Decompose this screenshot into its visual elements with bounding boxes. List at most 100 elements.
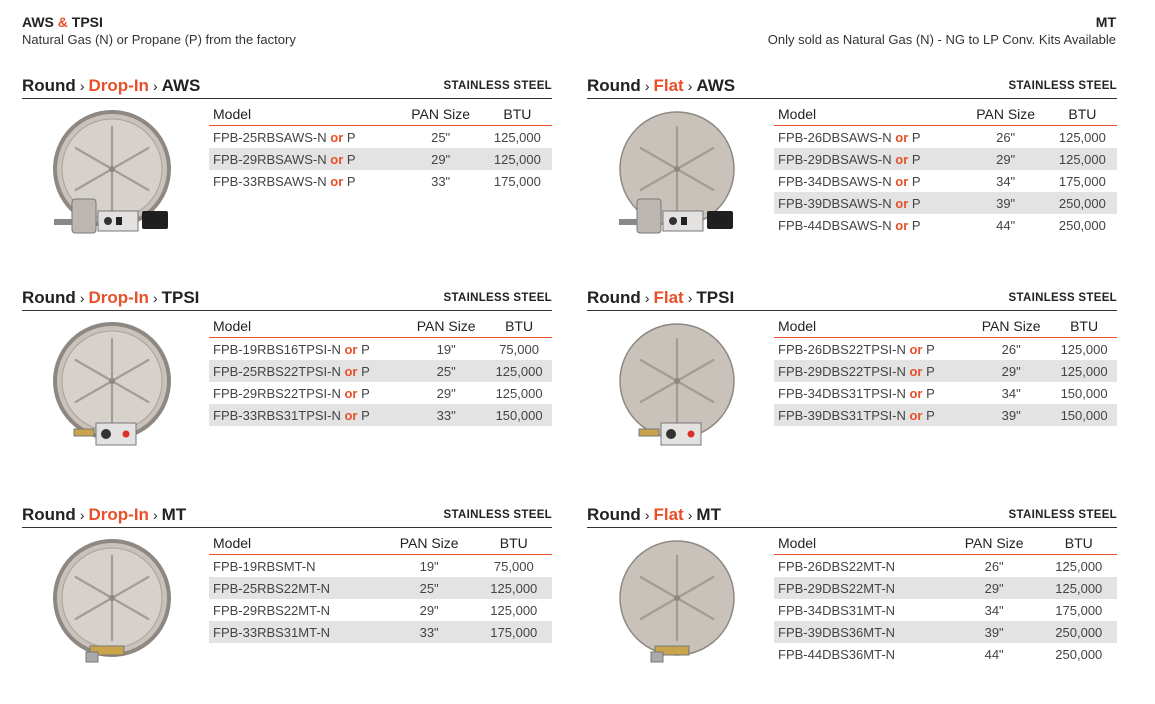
spec-table: Model PAN Size BTU FPB-19RBS16TPSI-N or P 19… <box>209 315 552 426</box>
section-shape: Round <box>587 505 641 524</box>
model-number: FPB-19RBSMT-N <box>213 558 316 574</box>
btu-cell: 125,000 <box>1040 577 1117 599</box>
table-row: FPB-29DBS22TPSI-N or P 29" 125,000 <box>774 360 1117 382</box>
section-ignition: AWS <box>696 76 736 95</box>
spec-table: Model PAN Size BTU FPB-26DBSAWS-N or P 26" 12… <box>774 103 1117 236</box>
header-right: MT Only sold as Natural Gas (N) - NG to … <box>768 13 1116 49</box>
section-rule <box>587 310 1117 311</box>
burner-image <box>615 107 749 241</box>
spec-table-body: FPB-26DBS22MT-N 26" 125,000 FPB-29DBS22MT-N… <box>774 555 1117 666</box>
table-row: FPB-34DBSAWS-N or P 34" 175,000 <box>774 170 1117 192</box>
model-number: FPB-33RBS31MT-N <box>213 624 331 640</box>
btu-cell: 125,000 <box>1060 341 1108 357</box>
spec-table: Model PAN Size BTU FPB-25RBSAWS-N or P 25" 12… <box>209 103 552 192</box>
pan-size-cell: 25" <box>431 129 451 145</box>
or-word: or <box>340 341 362 357</box>
pan-size-cell: 26" <box>984 558 1004 574</box>
or-word: or <box>891 195 912 211</box>
model-number: FPB-29DBSAWS-N <box>778 151 892 167</box>
section-rule <box>587 98 1117 99</box>
btu-cell: 150,000 <box>1051 404 1117 426</box>
or-word: or <box>891 129 912 145</box>
pan-size-cell: 29" <box>419 602 439 618</box>
table-row: FPB-44DBSAWS-N or P 44" 250,000 <box>774 214 1117 236</box>
pan-size-cell: 33" <box>406 404 487 426</box>
or-word: or <box>340 407 362 423</box>
col-pan-size: PAN Size <box>398 103 483 126</box>
model-cell: FPB-26DBSAWS-N or P <box>774 126 964 149</box>
model-cell: FPB-25RBSAWS-N or P <box>209 126 399 149</box>
header-left-title: AWS & TPSI <box>22 13 296 31</box>
burner-image <box>615 319 749 453</box>
table-row: FPB-29RBS22TPSI-N or P 29" 125,000 <box>209 382 552 404</box>
col-model: Model <box>774 315 972 338</box>
model-cell: FPB-26DBS22MT-N <box>774 555 948 578</box>
col-btu: BTU <box>1040 532 1117 555</box>
btu-cell: 250,000 <box>1040 621 1117 643</box>
spec-table-header: Model PAN Size BTU <box>774 103 1117 126</box>
fuel-suffix: P <box>346 173 356 189</box>
or-word: or <box>891 151 912 167</box>
burner-image <box>50 319 184 453</box>
material-label: STAINLESS STEEL <box>1008 509 1117 521</box>
header-row: Model PAN Size BTU <box>209 532 552 555</box>
section-rule <box>587 527 1117 528</box>
title-aws: AWS <box>22 14 54 30</box>
header-right-title: MT <box>1095 14 1116 30</box>
model-cell: FPB-29RBSAWS-N or P <box>209 148 399 170</box>
table-row: FPB-29RBS22MT-N 29" 125,000 <box>209 599 552 621</box>
table-row: FPB-33RBSAWS-N or P 33" 175,000 <box>209 170 552 192</box>
chevron-right-icon: › <box>152 290 158 306</box>
spec-table-body: FPB-25RBSAWS-N or P 25" 125,000 FPB-29RBSAW… <box>209 126 552 193</box>
model-cell: FPB-19RBS16TPSI-N or P <box>209 338 406 361</box>
model-cell: FPB-19RBSMT-N <box>209 555 383 578</box>
spec-table: Model PAN Size BTU FPB-26DBS22TPSI-N or P 26… <box>774 315 1117 426</box>
fuel-suffix: P <box>911 195 921 211</box>
table-row: FPB-44DBS36MT-N 44" 250,000 <box>774 643 1117 665</box>
btu-cell: 150,000 <box>1060 385 1108 401</box>
model-cell: FPB-29RBS22MT-N <box>209 599 383 621</box>
pan-size-cell: 25" <box>382 577 476 599</box>
spec-table: Model PAN Size BTU FPB-26DBS22MT-N 26" 125,00… <box>774 532 1117 665</box>
pan-size-cell: 29" <box>436 385 456 401</box>
section-ignition: MT <box>161 505 187 524</box>
model-cell: FPB-29DBS22TPSI-N or P <box>774 360 972 382</box>
btu-cell: 75,000 <box>499 341 539 357</box>
section-rule <box>22 310 552 311</box>
header-row: Model PAN Size BTU <box>209 103 552 126</box>
table-row: FPB-19RBSMT-N 19" 75,000 <box>209 555 552 578</box>
pan-size-cell: 44" <box>996 217 1016 233</box>
model-number: FPB-26DBS22TPSI-N <box>778 341 906 357</box>
header-left: AWS & TPSI Natural Gas (N) or Propane (P… <box>22 13 296 49</box>
chevron-right-icon: › <box>644 290 650 306</box>
model-cell: FPB-39DBSAWS-N or P <box>774 192 964 214</box>
model-number: FPB-19RBS16TPSI-N <box>213 341 341 357</box>
model-cell: FPB-26DBS22TPSI-N or P <box>774 338 971 361</box>
spec-table-header: Model PAN Size BTU <box>774 532 1117 555</box>
section-shape: Round <box>22 505 76 524</box>
chevron-right-icon: › <box>152 507 158 523</box>
table-row: FPB-26DBS22MT-N 26" 125,000 <box>774 555 1117 578</box>
model-cell: FPB-34DBSAWS-N or P <box>774 170 964 192</box>
section-title: Round › Flat › TPSI <box>587 287 734 309</box>
pan-size-cell: 29" <box>947 577 1041 599</box>
model-number: FPB-39DBS31TPSI-N <box>778 407 906 423</box>
btu-cell: 150,000 <box>486 404 552 426</box>
fuel-suffix: P <box>926 341 935 357</box>
model-number: FPB-39DBSAWS-N <box>778 195 892 211</box>
header-row: Model PAN Size BTU <box>774 315 1117 338</box>
col-model: Model <box>774 103 964 126</box>
fuel-suffix: P <box>926 385 935 401</box>
product-section: Round › Flat › TPSI STAINLESS STEEL Model PAN S… <box>587 287 1117 487</box>
model-cell: FPB-33RBS31MT-N <box>209 621 383 643</box>
section-title: Round › Flat › MT <box>587 504 721 526</box>
table-row: FPB-25RBS22MT-N 25" 125,000 <box>209 577 552 599</box>
section-type: Flat <box>653 505 684 524</box>
table-row: FPB-33RBS31MT-N 33" 175,000 <box>209 621 552 643</box>
spec-table-header: Model PAN Size BTU <box>774 315 1117 338</box>
or-word: or <box>326 151 347 167</box>
table-row: FPB-26DBS22TPSI-N or P 26" 125,000 <box>774 338 1117 361</box>
model-cell: FPB-33RBS31TPSI-N or P <box>209 404 407 426</box>
pan-size-cell: 19" <box>419 558 439 574</box>
or-word: or <box>905 363 927 379</box>
